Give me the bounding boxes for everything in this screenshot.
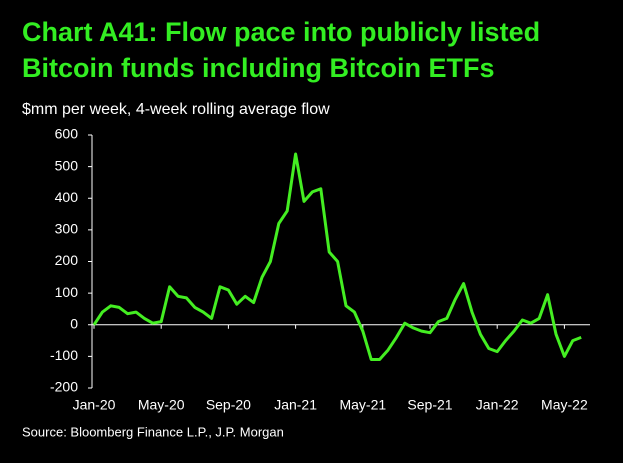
x-tick-label: Jan-22 (476, 397, 519, 413)
subtitle: $mm per week, 4-week rolling average flo… (22, 101, 330, 118)
y-tick-label: 300 (55, 221, 79, 237)
y-tick-label: 400 (55, 189, 79, 205)
x-tick-label: Jan-20 (73, 397, 116, 413)
x-tick-label: May-20 (138, 397, 185, 413)
y-tick-label: -200 (50, 379, 78, 395)
source-note: Source: Bloomberg Finance L.P., J.P. Mor… (22, 424, 284, 439)
y-tick-label: -100 (50, 347, 78, 363)
data-line (92, 152, 582, 361)
y-tick-label: 600 (55, 126, 79, 142)
x-tick-label: Sep-21 (407, 397, 452, 413)
y-tick-label: 0 (70, 315, 78, 331)
y-tick-label: 100 (55, 284, 79, 300)
x-tick-label: May-22 (541, 397, 588, 413)
x-tick-label: Jan-21 (274, 397, 317, 413)
chart-title: Bitcoin funds including Bitcoin ETFs (22, 53, 494, 83)
x-tick-label: May-21 (339, 397, 386, 413)
y-tick-label: 500 (55, 157, 79, 173)
y-tick-label: 200 (55, 252, 79, 268)
chart-title: Chart A41: Flow pace into publicly liste… (22, 17, 540, 47)
x-tick-label: Sep-20 (206, 397, 251, 413)
